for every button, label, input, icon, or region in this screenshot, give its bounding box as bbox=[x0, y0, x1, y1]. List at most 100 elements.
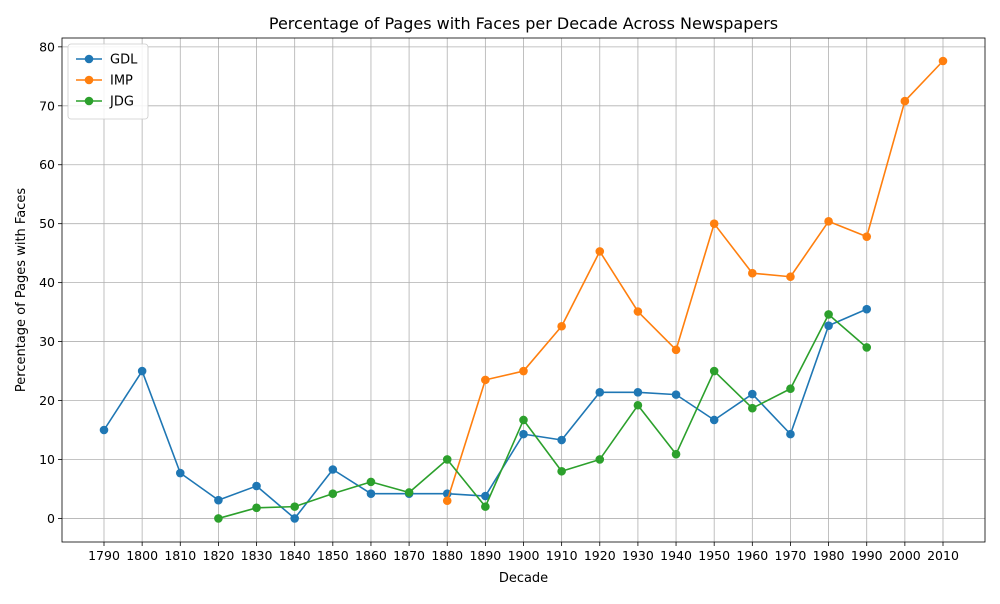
data-point-gdl bbox=[481, 491, 490, 501]
x-axis-ticks: 1790 1800 1810 1820 1830 1840 1850 1860 1870 1880… bbox=[88, 542, 959, 563]
x-tick-label: 1850 bbox=[317, 548, 349, 563]
data-point-gdl bbox=[252, 481, 261, 491]
legend-label: IMP bbox=[110, 74, 133, 89]
data-point-jdg bbox=[214, 514, 223, 523]
x-tick-label: 1790 bbox=[88, 548, 120, 563]
y-tick-label: 20 bbox=[39, 393, 55, 408]
x-tick-label: 2000 bbox=[889, 548, 921, 563]
x-tick-label: 1950 bbox=[698, 548, 730, 563]
data-point-jdg bbox=[252, 503, 261, 513]
y-tick-label: 0 bbox=[47, 511, 55, 526]
data-point-imp bbox=[824, 217, 833, 226]
data-point-jdg bbox=[862, 343, 872, 352]
y-tick-label: 30 bbox=[39, 334, 55, 349]
legend-item-gdl: GDL bbox=[76, 53, 138, 68]
x-tick-label: 1870 bbox=[393, 548, 425, 563]
data-point-gdl bbox=[328, 465, 338, 474]
x-tick-label: 1930 bbox=[622, 548, 654, 563]
x-tick-label: 1810 bbox=[164, 548, 196, 563]
x-tick-label: 1880 bbox=[431, 548, 463, 563]
data-point-imp bbox=[557, 321, 566, 331]
data-point-jdg bbox=[557, 466, 566, 476]
y-tick-label: 80 bbox=[39, 39, 55, 54]
data-point-gdl bbox=[633, 387, 643, 397]
x-tick-label: 1920 bbox=[584, 548, 616, 563]
x-tick-label: 1970 bbox=[775, 548, 807, 563]
data-point-gdl bbox=[786, 429, 795, 439]
y-tick-label: 40 bbox=[39, 275, 55, 290]
y-tick-label: 70 bbox=[39, 98, 55, 113]
series-jdg bbox=[214, 310, 872, 523]
data-point-gdl bbox=[137, 366, 147, 376]
y-axis-ticks: 0 10 20 30 40 50 60 70 80 bbox=[39, 39, 62, 526]
x-tick-label: 1860 bbox=[355, 548, 387, 563]
data-point-imp bbox=[595, 247, 605, 256]
legend-marker bbox=[84, 96, 94, 106]
x-tick-label: 1990 bbox=[851, 548, 883, 563]
data-point-imp bbox=[938, 56, 948, 66]
data-point-jdg bbox=[633, 400, 643, 410]
data-point-imp bbox=[709, 219, 719, 228]
data-point-imp bbox=[519, 366, 528, 376]
legend: GDL IMP JDG bbox=[67, 43, 149, 120]
data-point-jdg bbox=[709, 366, 719, 376]
data-point-gdl bbox=[366, 489, 376, 498]
y-tick-label: 50 bbox=[39, 216, 55, 231]
x-tick-label: 1910 bbox=[546, 548, 578, 563]
data-point-gdl bbox=[214, 495, 223, 505]
data-point-jdg bbox=[290, 502, 299, 511]
data-point-gdl bbox=[595, 387, 605, 397]
legend-item-imp: IMP bbox=[76, 74, 133, 89]
series-line-jdg bbox=[218, 313, 868, 520]
data-point-jdg bbox=[595, 455, 605, 464]
x-axis-label: Decade bbox=[499, 571, 548, 586]
legend-marker bbox=[84, 75, 94, 85]
chart-title: Percentage of Pages with Faces per Decad… bbox=[269, 14, 778, 33]
x-tick-label: 1960 bbox=[736, 548, 768, 563]
data-point-jdg bbox=[366, 477, 376, 487]
series-layer bbox=[99, 56, 948, 523]
grid bbox=[62, 38, 985, 542]
data-point-imp bbox=[442, 496, 452, 506]
data-point-jdg bbox=[481, 502, 490, 511]
data-point-gdl bbox=[748, 389, 757, 399]
data-point-jdg bbox=[748, 403, 757, 413]
y-axis-label: Percentage of Pages with Faces bbox=[14, 188, 29, 392]
x-tick-label: 1840 bbox=[279, 548, 311, 563]
x-tick-label: 1940 bbox=[660, 548, 692, 563]
data-point-gdl bbox=[175, 468, 185, 478]
data-point-gdl bbox=[671, 390, 681, 399]
data-point-jdg bbox=[442, 455, 452, 464]
y-tick-label: 60 bbox=[39, 157, 55, 172]
data-point-jdg bbox=[786, 384, 795, 394]
data-point-imp bbox=[748, 268, 757, 278]
series-imp bbox=[442, 56, 948, 506]
x-tick-label: 2010 bbox=[927, 548, 959, 563]
legend-label: JDG bbox=[109, 95, 134, 110]
data-point-imp bbox=[671, 345, 681, 355]
x-tick-label: 1830 bbox=[241, 548, 273, 563]
legend-label: GDL bbox=[110, 53, 138, 68]
legend-item-jdg: JDG bbox=[76, 95, 134, 110]
data-point-imp bbox=[862, 232, 872, 241]
data-point-imp bbox=[786, 272, 795, 282]
data-point-gdl bbox=[557, 435, 566, 445]
x-tick-label: 1820 bbox=[203, 548, 235, 563]
data-point-gdl bbox=[709, 415, 719, 425]
x-tick-label: 1980 bbox=[813, 548, 845, 563]
y-tick-label: 10 bbox=[39, 452, 55, 467]
data-point-imp bbox=[900, 96, 910, 106]
data-point-jdg bbox=[404, 488, 414, 497]
data-point-gdl bbox=[99, 425, 109, 435]
x-tick-label: 1900 bbox=[508, 548, 540, 563]
data-point-gdl bbox=[519, 429, 528, 439]
x-tick-label: 1890 bbox=[469, 548, 501, 563]
data-point-imp bbox=[481, 375, 490, 385]
legend-marker bbox=[84, 54, 94, 64]
data-point-imp bbox=[633, 307, 643, 316]
x-tick-label: 1800 bbox=[126, 548, 158, 563]
data-point-gdl bbox=[824, 321, 833, 330]
data-point-jdg bbox=[824, 310, 833, 319]
